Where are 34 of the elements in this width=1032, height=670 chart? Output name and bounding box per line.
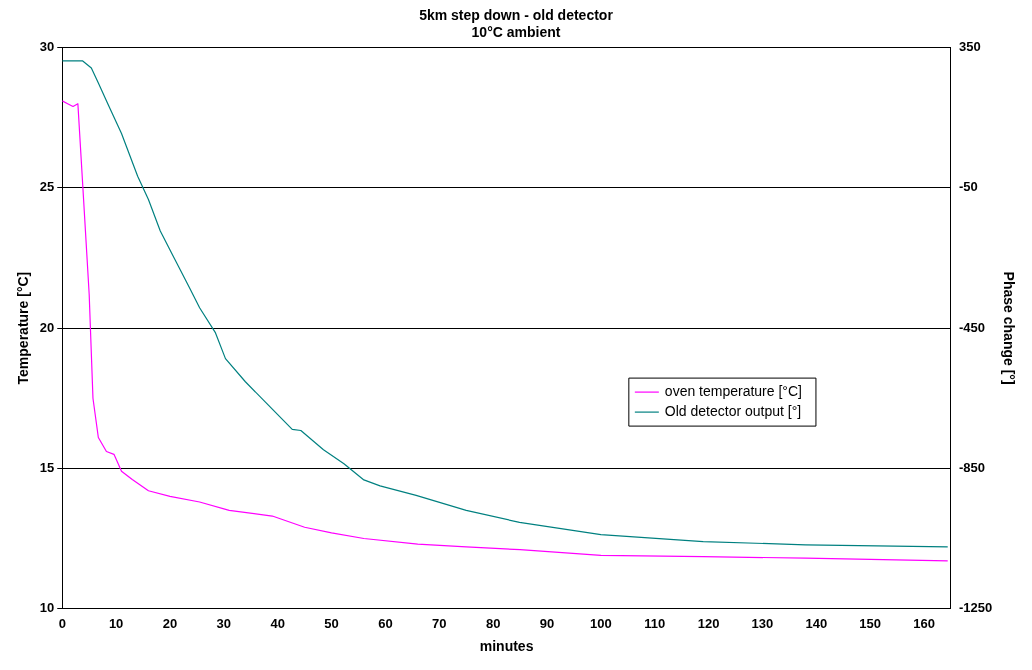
y2-tick-label: -1250 (958, 600, 993, 616)
x-tick-label: 20 (162, 615, 178, 631)
chart-subtitle: 10°C ambient (471, 24, 561, 41)
y-tick-label: 15 (39, 459, 55, 475)
x-tick-label: 130 (751, 615, 774, 631)
x-tick-label: 100 (590, 615, 612, 631)
y-tick-label: 20 (39, 319, 55, 335)
y2-tick-label: 350 (958, 39, 981, 55)
x-tick-label: 0 (58, 615, 66, 631)
y2-tick-label: -450 (958, 319, 985, 335)
x-tick-label: 160 (913, 615, 935, 631)
x-tick-label: 70 (432, 615, 447, 631)
y2-tick-label: -50 (958, 179, 978, 195)
x-axis-title: minutes (479, 638, 534, 655)
y-tick-label: 10 (39, 600, 55, 616)
x-tick-label: 90 (539, 615, 555, 631)
y-tick-label: 25 (39, 179, 55, 195)
y-axis-title: Temperature [°C] (15, 271, 32, 385)
legend-label: Old detector output [°] (664, 402, 802, 419)
x-tick-label: 120 (697, 615, 720, 631)
x-tick-label: 140 (805, 615, 828, 631)
x-tick-label: 80 (485, 615, 501, 631)
x-tick-label: 40 (270, 615, 285, 631)
x-tick-label: 60 (378, 615, 393, 631)
x-tick-label: 50 (324, 615, 339, 631)
x-tick-label: 150 (859, 615, 882, 631)
x-tick-label: 110 (644, 615, 666, 631)
legend-label: oven temperature [°C] (664, 382, 802, 399)
x-tick-label: 10 (108, 615, 124, 631)
y2-axis-title: Phase change [°] (1000, 271, 1017, 385)
chart-title: 5km step down - old detector (419, 7, 614, 24)
y-tick-label: 30 (39, 39, 55, 55)
y2-tick-label: -850 (958, 459, 985, 475)
x-tick-label: 30 (216, 615, 232, 631)
